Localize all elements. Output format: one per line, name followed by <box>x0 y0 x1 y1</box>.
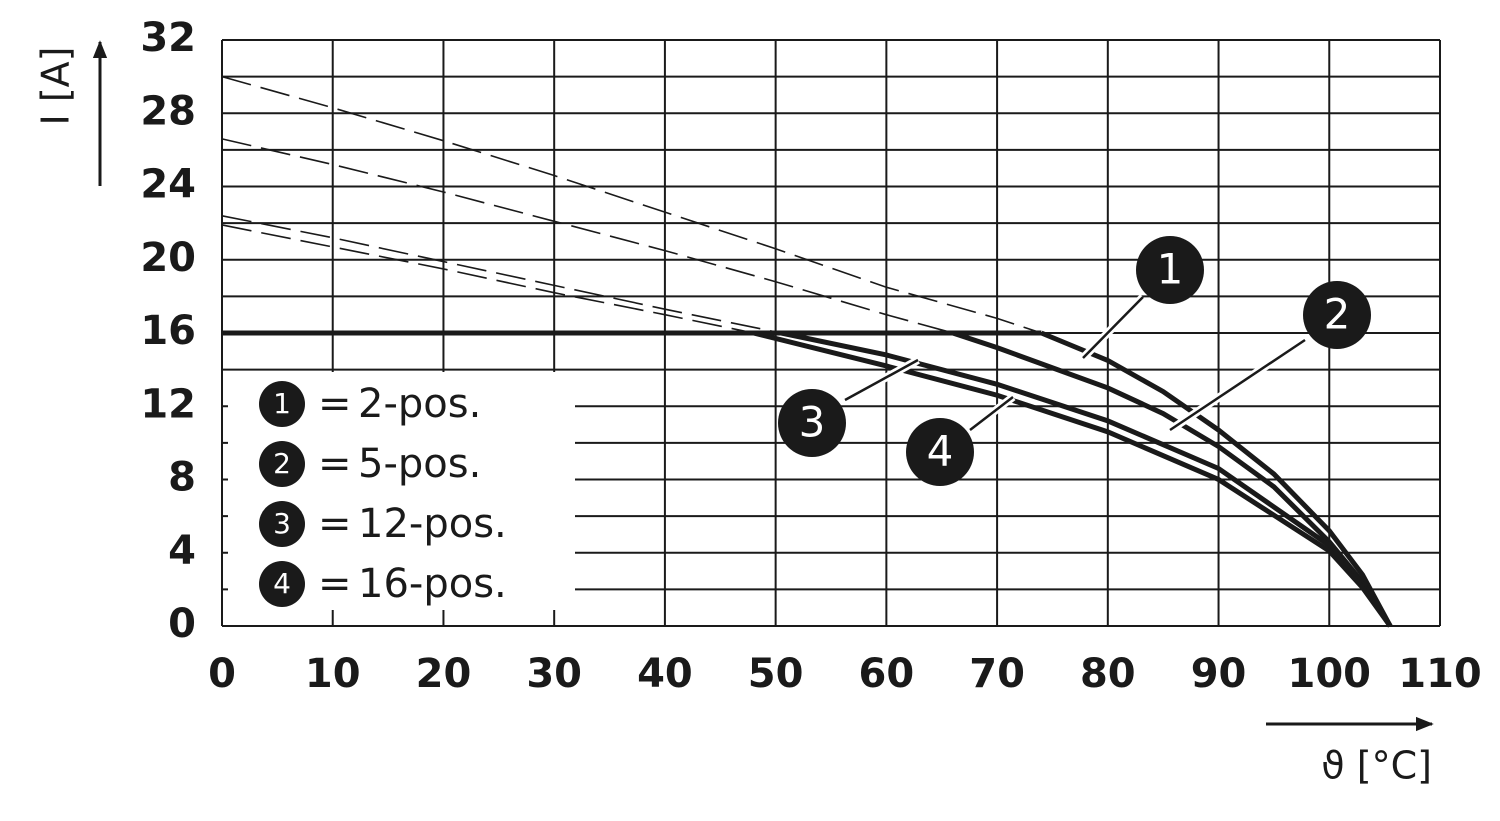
x-tick-label: 110 <box>1398 651 1482 697</box>
x-tick-label: 10 <box>305 651 361 697</box>
legend-circle <box>259 561 305 607</box>
y-tick-label: 16 <box>140 308 196 354</box>
callout-circle <box>906 418 974 486</box>
legend-label: 12-pos. <box>358 501 507 547</box>
callout-circle <box>1303 281 1371 349</box>
y-axis-label: I [A] <box>34 47 78 126</box>
x-tick-label: 60 <box>859 651 915 697</box>
x-tick-label: 70 <box>969 651 1025 697</box>
callout-leader <box>1082 296 1144 359</box>
legend-circle <box>259 381 305 427</box>
callout-label: 4 <box>927 427 954 476</box>
callout-label: 3 <box>799 398 826 447</box>
curve-extension <box>221 224 754 334</box>
callout-leader <box>969 396 1014 431</box>
x-tick-label: 40 <box>637 651 693 697</box>
callout-circle <box>1136 236 1204 304</box>
callout-leader <box>1169 338 1306 432</box>
legend-label: 2-pos. <box>358 381 481 427</box>
legend-marker: 1 <box>273 387 291 420</box>
legend-separator: = <box>318 441 352 487</box>
callout-label: 2 <box>1324 290 1351 339</box>
legend-label: 5-pos. <box>358 441 481 487</box>
x-tick-label: 30 <box>526 651 582 697</box>
callout-label: 1 <box>1157 245 1184 294</box>
x-tick-label: 50 <box>748 651 804 697</box>
legend-marker: 3 <box>273 507 291 540</box>
legend-marker: 2 <box>273 447 291 480</box>
legend-label: 16-pos. <box>358 561 507 607</box>
y-tick-label: 32 <box>140 15 196 61</box>
y-tick-label: 24 <box>140 162 196 208</box>
grid <box>221 39 1441 627</box>
labels: 0 10 20 30 40 50 60 70 80 90 100 110048121620242832… <box>140 15 1481 697</box>
callout-circle <box>778 389 846 457</box>
derating-curve <box>780 330 1393 628</box>
x-axis-label: ϑ [°C] <box>1321 744 1432 788</box>
y-tick-label: 12 <box>140 381 196 427</box>
y-tick-label: 4 <box>168 528 196 574</box>
curve-extension <box>221 138 954 334</box>
derating-curve <box>1040 330 1393 628</box>
x-tick-label: 80 <box>1080 651 1136 697</box>
legend-separator: = <box>318 381 352 427</box>
callout-leader <box>844 358 919 402</box>
x-tick-label: 0 <box>208 651 236 697</box>
legend-separator: = <box>318 501 352 547</box>
curve-extension <box>221 75 1042 334</box>
y-tick-label: 8 <box>168 455 196 501</box>
y-tick-label: 0 <box>168 601 196 647</box>
legend-circle <box>259 501 305 547</box>
y-tick-label: 28 <box>140 88 196 134</box>
legend-separator: = <box>318 561 352 607</box>
x-tick-label: 100 <box>1288 651 1372 697</box>
legend-marker: 4 <box>273 567 291 600</box>
y-tick-label: 20 <box>140 235 196 281</box>
curves <box>221 75 1393 628</box>
curve-extension <box>221 215 782 334</box>
x-tick-label: 20 <box>416 651 472 697</box>
x-tick-label: 90 <box>1191 651 1247 697</box>
legend-circle <box>259 441 305 487</box>
